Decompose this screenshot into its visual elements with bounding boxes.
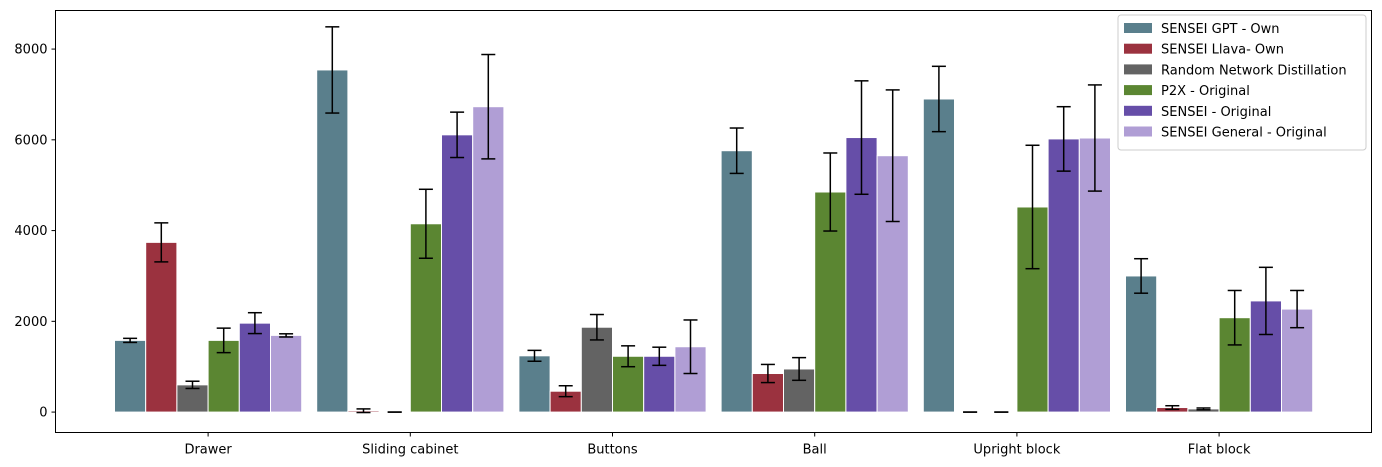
legend-swatch [1124,126,1152,137]
y-tick-label: 2000 [14,315,47,330]
bar [1047,138,1080,413]
plot-frame [55,10,1372,433]
legend-swatch [1124,23,1152,33]
bar [1125,275,1158,413]
bar [316,69,349,413]
legend-label: SENSEI - Original [1161,105,1271,120]
bar [441,134,474,413]
bar [145,241,178,413]
bars-layer [114,69,1314,414]
y-tick-label: 4000 [14,224,47,239]
bar [518,355,551,413]
legend-label: SENSEI General - Original [1161,126,1327,141]
legend-box [1117,14,1367,151]
x-tick-label: Drawer [184,443,232,458]
legend-swatch [1124,105,1152,116]
legend-label: P2X - Original [1161,84,1250,99]
bar [922,98,955,413]
legend-swatch [1124,85,1152,96]
bar [270,334,303,413]
bar [114,339,147,413]
legend: SENSEI GPT - Own SENSEI Llava- Own Random … [1117,14,1367,151]
y-tick-label: 8000 [14,43,47,58]
x-tick-label: Buttons [587,443,638,458]
legend-swatch [1124,43,1152,54]
x-tick-label: Ball [803,443,827,458]
y-axis: 0 2000 4000 6000 8000 [14,43,56,421]
legend-label: SENSEI GPT - Own [1161,22,1280,37]
error-bars-layer [123,26,1305,414]
bar [238,322,272,413]
y-tick-label: 6000 [14,133,47,148]
legend-label: SENSEI Llava- Own [1161,43,1284,58]
legend-swatch [1124,64,1152,75]
x-tick-label: Flat block [1188,443,1251,458]
legend-label: Random Network Distillation [1161,63,1347,78]
y-tick-label: 0 [39,406,47,421]
bar [720,150,753,413]
x-axis: Drawer Sliding cabinet Buttons Ball Upright … [184,432,1251,458]
x-tick-label: Sliding cabinet [362,443,458,458]
x-tick-label: Upright block [973,443,1060,458]
bar [580,326,613,413]
